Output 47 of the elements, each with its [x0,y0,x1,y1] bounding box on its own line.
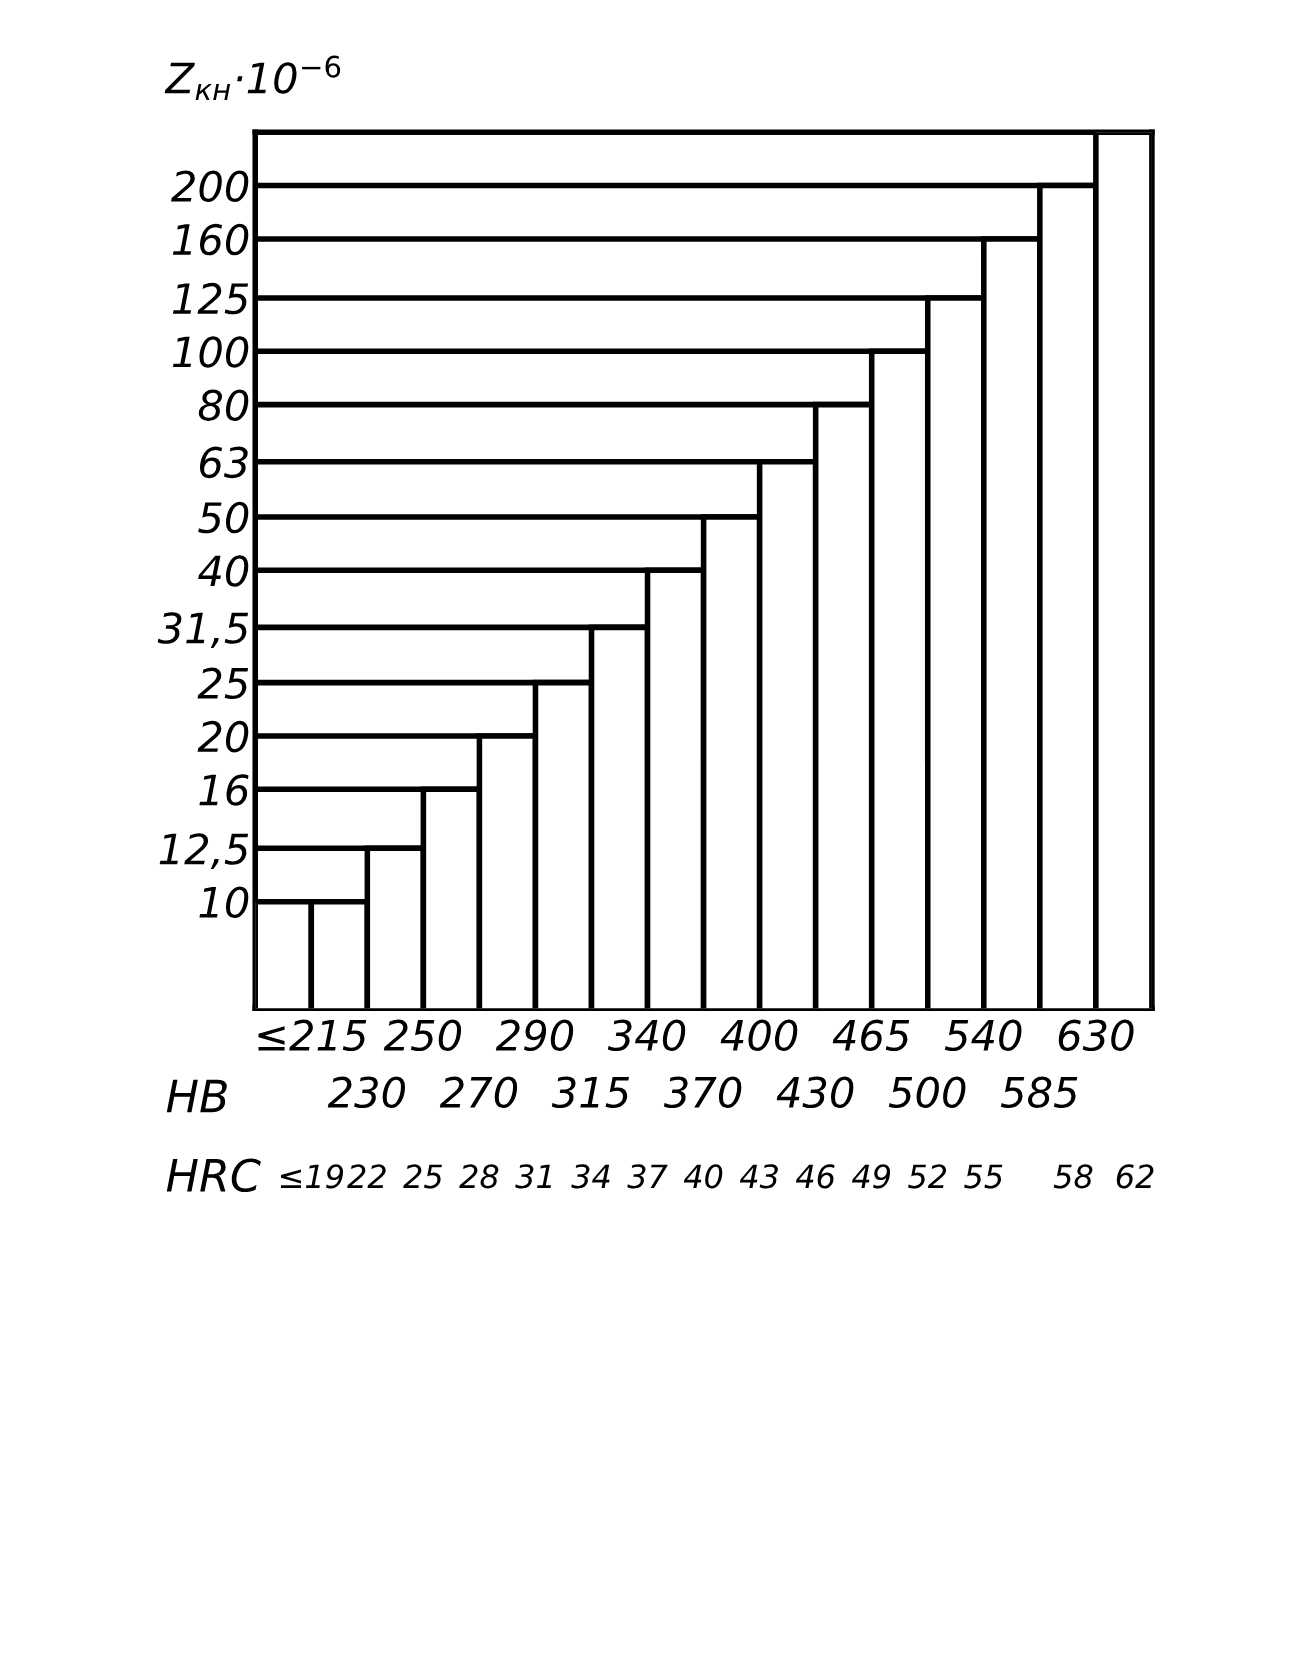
text: 22 [347,1164,386,1188]
text: 49 [851,1164,891,1189]
text: 430 [776,1076,854,1109]
y-tick-label: 80 [198,389,249,422]
text: 28 [459,1164,499,1189]
text: 315 [551,1076,629,1109]
text: 25 [403,1164,442,1189]
text: 55 [964,1164,1003,1189]
text: 31 [515,1164,551,1189]
y-tick-label: 16 [199,774,249,806]
chart-title: Z$_{кн}$·10$^{−6}$ [164,55,341,101]
text: 500 [888,1076,966,1109]
text: 340 [607,1019,686,1052]
text: 585 [1000,1076,1078,1109]
text: 465 [832,1019,910,1052]
y-tick-label: 20 [197,720,249,753]
text: HRC [166,1158,261,1193]
text: 34 [571,1164,610,1189]
y-tick-label: 100 [172,336,249,368]
x-axis-title: HB [166,1079,227,1113]
text: 43 [739,1164,778,1189]
y-tick-label: 10 [199,886,249,919]
y-tick-label: 125 [172,282,249,315]
y-tick-label: 40 [198,555,249,587]
text: 370 [663,1076,742,1109]
text: 62 [1116,1164,1154,1189]
text: 540 [944,1019,1022,1052]
y-tick-label: 50 [198,501,249,534]
text: ≤215 [258,1019,367,1052]
text: 46 [795,1164,835,1189]
y-tick-label: 25 [197,667,249,700]
text: 290 [495,1019,574,1052]
y-tick-label: 31,5 [157,612,249,649]
text: ≤19 [280,1164,344,1189]
y-tick-label: 160 [172,223,249,256]
y-tick-label: 63 [200,446,248,479]
text: 37 [627,1164,668,1189]
text: 250 [383,1019,462,1052]
text: 52 [908,1164,947,1189]
text: 400 [720,1019,798,1052]
y-tick-label: 200 [171,170,249,202]
text: 630 [1058,1019,1134,1052]
y-tick-label: 12,5 [159,833,249,869]
text: 230 [327,1076,406,1109]
text: 58 [1053,1164,1093,1189]
text: 270 [439,1076,518,1109]
text: 40 [683,1164,723,1189]
